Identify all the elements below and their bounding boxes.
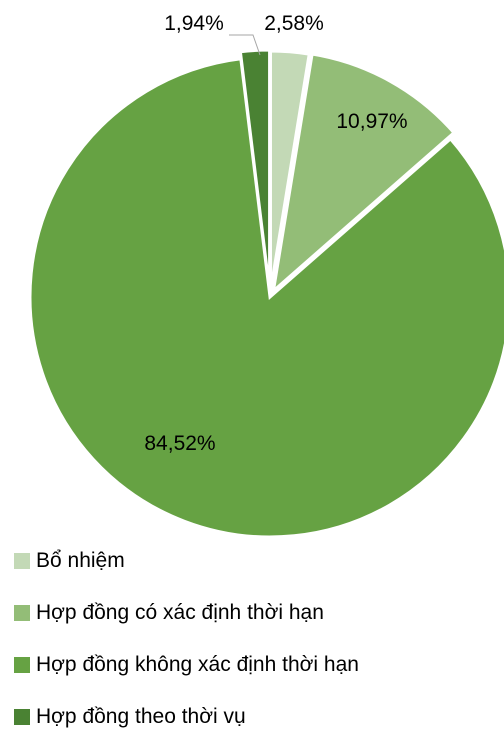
legend-label-bo-nhiem: Bổ nhiệm [36, 549, 125, 572]
data-label-1: 2,58% [264, 12, 324, 35]
pie-slice-2 [271, 52, 457, 295]
pie-chart: 2,58% 10,97% 84,52% 1,94% Bổ nhiệm Hợp đồng… [14, 12, 504, 728]
legend-swatch-bo-nhiem [14, 553, 30, 569]
legend-label-hop-dong-khong-xac-dinh: Hợp đồng không xác định thời hạn [36, 653, 359, 676]
leader-line-4 [229, 34, 261, 56]
legend-item-bo-nhiem: Bổ nhiệm [14, 548, 494, 574]
legend-label-hop-dong-co-xac-dinh: Hợp đồng có xác định thời hạn [36, 601, 324, 624]
pie-slice-3 [28, 57, 504, 539]
data-labels: 2,58% 10,97% 84,52% 1,94% [144, 12, 407, 455]
legend-item-hop-dong-theo-thoi-vu: Hợp đồng theo thời vụ [14, 704, 494, 730]
legend-item-hop-dong-co-xac-dinh: Hợp đồng có xác định thời hạn [14, 600, 494, 626]
legend-swatch-hop-dong-theo-thoi-vu [14, 709, 30, 725]
data-label-3: 84,52% [144, 432, 215, 455]
leader-lines [229, 34, 261, 56]
pie-slices [28, 48, 504, 539]
pie-plot-area: 2,58% 10,97% 84,52% 1,94% [28, 12, 504, 539]
legend-label-hop-dong-theo-thoi-vu: Hợp đồng theo thời vụ [36, 705, 246, 728]
legend-item-hop-dong-khong-xac-dinh: Hợp đồng không xác định thời hạn [14, 652, 494, 678]
legend-swatch-hop-dong-co-xac-dinh [14, 605, 30, 621]
legend-swatch-hop-dong-khong-xac-dinh [14, 657, 30, 673]
data-label-2: 10,97% [336, 110, 407, 133]
data-label-4: 1,94% [164, 12, 224, 35]
legend: Bổ nhiệm Hợp đồng có xác định thời hạn H… [14, 548, 494, 756]
pie-slice-4 [238, 48, 272, 291]
